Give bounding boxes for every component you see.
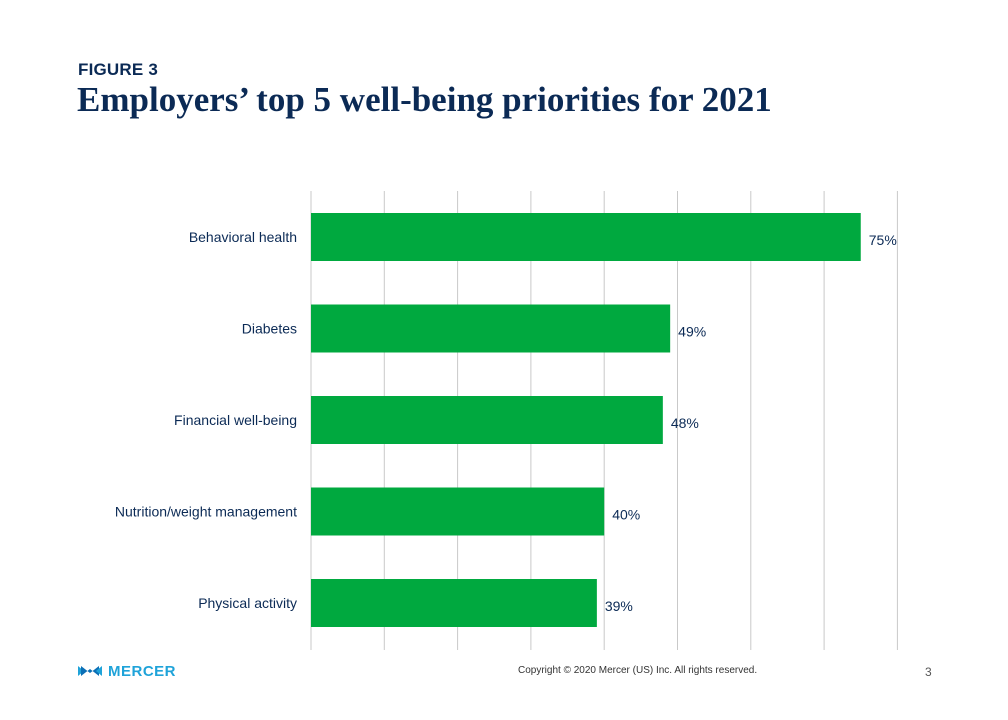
category-labels: Behavioral health Diabetes Financial well-…	[115, 229, 297, 611]
category-label: Financial well-being	[174, 412, 297, 428]
category-label: Physical activity	[198, 595, 297, 611]
chart-bars	[311, 213, 861, 627]
bar-diabetes	[311, 304, 671, 353]
value-label: 75%	[869, 232, 897, 248]
value-label: 48%	[671, 415, 699, 431]
bar-behavioral-health	[311, 213, 861, 261]
value-labels: 75% 49% 48% 40% 39%	[605, 232, 897, 614]
copyright-notice: Copyright © 2020 Mercer (US) Inc. All ri…	[518, 665, 758, 676]
value-label: 49%	[678, 324, 706, 340]
page-number: 3	[925, 665, 932, 679]
bar-physical-activity	[311, 579, 597, 627]
category-label: Nutrition/weight management	[115, 504, 297, 520]
chart-title: Employers’ top 5 well-being priorities f…	[77, 80, 772, 119]
mercer-logo: MERCER	[78, 660, 176, 682]
value-label: 40%	[612, 507, 640, 523]
mercer-logo-icon	[78, 666, 102, 676]
category-label: Diabetes	[242, 321, 297, 337]
value-label: 39%	[605, 598, 633, 614]
figure-label: FIGURE 3	[78, 60, 159, 79]
bar-financial-well-being	[311, 396, 663, 444]
bar-nutrition-weight-management	[311, 487, 605, 536]
mercer-brand-text: MERCER	[108, 662, 177, 680]
category-label: Behavioral health	[189, 229, 297, 245]
